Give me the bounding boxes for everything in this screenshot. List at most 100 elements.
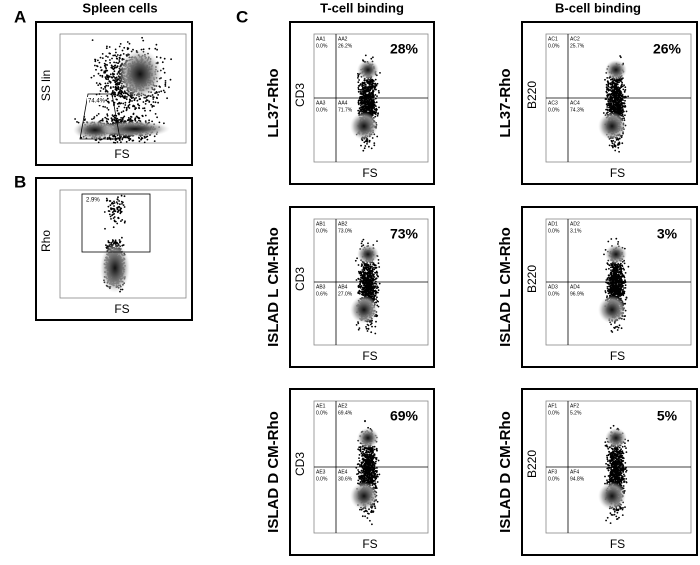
event-dot	[151, 106, 153, 108]
event-dot	[610, 79, 612, 81]
event-dot	[614, 101, 616, 103]
event-dot	[113, 62, 115, 64]
y-axis-label: B220	[525, 81, 539, 109]
event-dot	[360, 104, 362, 106]
event-dot	[109, 214, 111, 216]
event-dot	[358, 329, 360, 331]
quadrant-value: 74.3%	[570, 107, 585, 113]
event-dot	[148, 119, 150, 121]
event-dot	[368, 92, 370, 94]
event-dot	[117, 208, 119, 210]
event-dot	[374, 86, 376, 88]
event-dot	[374, 326, 376, 328]
event-dot	[612, 80, 614, 82]
event-dot	[114, 95, 116, 97]
panel-letter: A	[14, 7, 26, 26]
event-dot	[612, 91, 614, 93]
event-dot	[106, 74, 108, 76]
event-dot	[613, 104, 615, 106]
event-dot	[165, 82, 167, 84]
event-dot	[95, 69, 97, 71]
event-dot	[357, 77, 359, 79]
event-dot	[616, 105, 618, 107]
event-dot	[134, 99, 136, 101]
event-dot	[154, 140, 156, 142]
event-dot	[361, 241, 363, 243]
event-dot	[119, 203, 121, 205]
event-dot	[622, 108, 624, 110]
event-dot	[365, 94, 367, 96]
density	[118, 49, 162, 99]
event-dot	[616, 111, 618, 113]
event-dot	[369, 81, 371, 83]
event-dot	[365, 109, 367, 111]
event-dot	[124, 220, 126, 222]
event-dot	[606, 106, 608, 108]
event-dot	[99, 75, 101, 77]
event-dot	[611, 93, 613, 95]
event-dot	[621, 103, 623, 105]
event-dot	[116, 223, 118, 225]
event-dot	[619, 111, 621, 113]
event-dot	[166, 97, 168, 99]
event-dot	[364, 147, 366, 149]
event-dot	[609, 87, 611, 89]
event-dot	[619, 88, 621, 90]
event-dot	[612, 109, 614, 111]
event-dot	[150, 104, 152, 106]
event-dot	[107, 85, 109, 87]
event-dot	[118, 114, 120, 116]
event-dot	[112, 92, 114, 94]
event-dot	[102, 106, 104, 108]
event-dot	[112, 86, 114, 88]
quadrant-id: AC3	[548, 100, 558, 106]
event-dot	[76, 121, 78, 123]
event-dot	[115, 88, 117, 90]
event-dot	[376, 101, 378, 103]
event-dot	[611, 140, 613, 142]
event-dot	[374, 83, 376, 85]
event-dot	[362, 82, 364, 84]
event-dot	[622, 89, 624, 91]
event-dot	[164, 91, 166, 93]
event-dot	[608, 101, 610, 103]
event-dot	[609, 107, 611, 109]
event-dot	[115, 136, 117, 138]
event-dot	[618, 89, 620, 91]
event-dot	[378, 107, 380, 109]
event-dot	[613, 93, 615, 95]
event-dot	[606, 84, 608, 86]
event-dot	[137, 104, 139, 106]
event-dot	[103, 70, 105, 72]
event-dot	[112, 73, 114, 75]
event-dot	[91, 77, 93, 79]
event-dot	[615, 146, 617, 148]
event-dot	[120, 43, 122, 45]
event-dot	[121, 195, 123, 197]
event-dot	[106, 70, 108, 72]
event-dot	[621, 83, 623, 85]
event-dot	[128, 138, 130, 140]
event-dot	[607, 96, 609, 98]
event-dot	[158, 91, 160, 93]
event-dot	[360, 109, 362, 111]
event-dot	[106, 46, 108, 48]
event-dot	[108, 242, 110, 244]
event-dot	[361, 263, 363, 265]
event-dot	[358, 79, 360, 81]
panel-letter: B	[14, 172, 26, 191]
event-dot	[163, 90, 165, 92]
event-dot	[376, 240, 378, 242]
event-dot	[126, 141, 128, 143]
event-dot	[616, 94, 618, 96]
event-dot	[107, 77, 109, 79]
event-dot	[130, 116, 132, 118]
event-dot	[129, 138, 131, 140]
event-dot	[165, 80, 167, 82]
event-dot	[375, 109, 377, 111]
event-dot	[97, 60, 99, 62]
x-axis-label: FS	[114, 147, 129, 161]
event-dot	[363, 82, 365, 84]
event-dot	[156, 49, 158, 51]
